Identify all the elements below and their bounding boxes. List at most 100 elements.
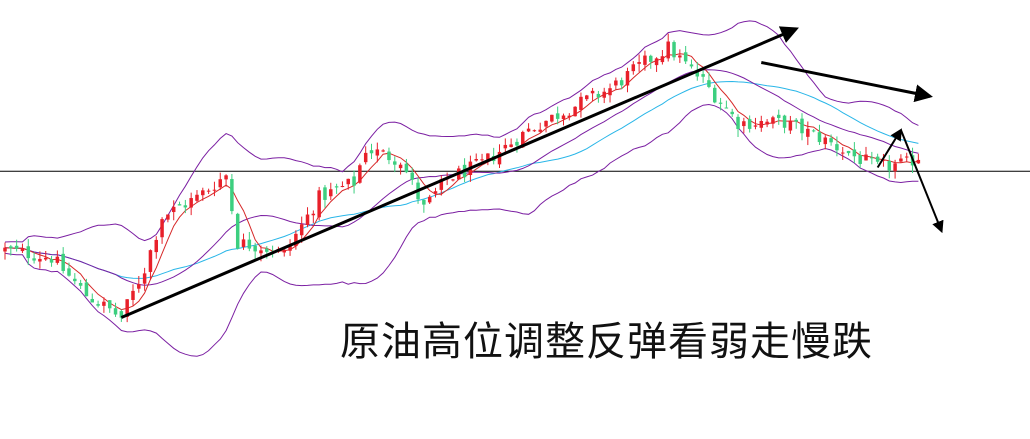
candle-body bbox=[602, 91, 606, 98]
candle-body bbox=[154, 239, 159, 253]
candle-body bbox=[742, 121, 746, 127]
candle-body bbox=[782, 115, 787, 128]
candle-body bbox=[433, 191, 438, 194]
candle-body bbox=[637, 62, 641, 64]
candle-body bbox=[212, 189, 217, 191]
candle-body bbox=[119, 311, 124, 318]
candle-body bbox=[73, 278, 77, 282]
candle-body bbox=[579, 96, 583, 110]
candle-body bbox=[230, 179, 234, 212]
candle-body bbox=[811, 130, 816, 132]
candle-body bbox=[305, 214, 310, 226]
candle-body bbox=[753, 125, 758, 127]
candle-body bbox=[294, 233, 298, 247]
candle-body bbox=[32, 258, 36, 261]
candle-body bbox=[660, 56, 665, 63]
candle-body bbox=[427, 196, 432, 203]
candle-body bbox=[765, 121, 769, 125]
candle-body bbox=[142, 273, 147, 284]
candle-body bbox=[567, 115, 572, 118]
candle-body bbox=[474, 159, 478, 161]
candle-body bbox=[387, 151, 391, 161]
candle-body bbox=[451, 179, 455, 181]
candle-body bbox=[887, 160, 892, 171]
candle-body bbox=[724, 107, 729, 109]
candle-body bbox=[654, 58, 659, 66]
candle-body bbox=[352, 176, 356, 186]
candle-body bbox=[829, 138, 833, 143]
candle-body bbox=[823, 137, 828, 145]
candle-body bbox=[393, 161, 397, 165]
candle-body bbox=[247, 239, 252, 249]
candle-body bbox=[125, 299, 129, 317]
candle-body bbox=[486, 153, 490, 160]
candle-body bbox=[166, 214, 170, 220]
candle-body bbox=[84, 282, 89, 297]
candle-body bbox=[695, 69, 700, 77]
candle-body bbox=[3, 247, 7, 252]
candle-body bbox=[346, 178, 350, 185]
candle-body bbox=[550, 114, 554, 122]
candle-body bbox=[183, 205, 188, 208]
candle-body bbox=[206, 190, 211, 192]
candle-body bbox=[189, 198, 193, 208]
candle-body bbox=[747, 119, 752, 129]
candle-body bbox=[26, 246, 31, 259]
moving-average-short-line bbox=[4, 53, 919, 311]
trendline-ascending-support bbox=[120, 26, 799, 319]
projection-arrow-fall bbox=[899, 129, 944, 234]
candle-body bbox=[899, 158, 903, 162]
candle-body bbox=[299, 224, 304, 236]
candle-body bbox=[340, 186, 345, 188]
candle-body bbox=[497, 151, 502, 165]
candle-body bbox=[375, 149, 380, 156]
candle-body bbox=[631, 64, 636, 72]
candle-body bbox=[358, 165, 362, 183]
candle-body bbox=[608, 88, 612, 96]
candle-body bbox=[14, 245, 19, 249]
candle-body bbox=[369, 150, 374, 154]
trendline-descending-resistance bbox=[760, 61, 933, 103]
candle-body bbox=[137, 284, 141, 289]
candle-body bbox=[718, 102, 723, 104]
candle-body bbox=[503, 144, 508, 149]
candle-body bbox=[410, 172, 414, 180]
candle-body bbox=[858, 155, 862, 164]
candle-body bbox=[532, 130, 537, 132]
candle-body bbox=[521, 131, 525, 148]
candle-body bbox=[707, 80, 711, 87]
candle-body bbox=[480, 159, 484, 161]
candle-body bbox=[38, 258, 42, 262]
candle-body bbox=[852, 149, 857, 157]
candle-body bbox=[422, 199, 426, 205]
candle-body bbox=[398, 164, 403, 169]
candle-body bbox=[131, 290, 135, 300]
candle-body bbox=[526, 128, 531, 132]
candle-body bbox=[61, 253, 65, 271]
candle-body bbox=[672, 42, 676, 58]
candle-body bbox=[381, 150, 385, 152]
candle-body bbox=[171, 206, 176, 213]
candle-body bbox=[67, 268, 71, 276]
candle-body bbox=[107, 300, 112, 309]
candle-body bbox=[282, 249, 286, 253]
candle-body bbox=[759, 120, 764, 128]
candle-body bbox=[840, 152, 845, 154]
candle-body bbox=[218, 179, 222, 188]
projection-arrow-rebound bbox=[876, 128, 902, 169]
candle-body bbox=[439, 179, 444, 190]
candle-body bbox=[259, 250, 263, 254]
candle-body bbox=[585, 95, 589, 100]
candle-body bbox=[241, 239, 246, 247]
candle-body bbox=[614, 80, 618, 86]
candle-body bbox=[20, 248, 25, 252]
candle-body bbox=[515, 141, 519, 146]
candle-body bbox=[736, 116, 740, 129]
candle-body bbox=[201, 190, 205, 196]
candle-body bbox=[78, 283, 83, 286]
candle-body bbox=[235, 213, 240, 249]
candle-body bbox=[288, 244, 292, 251]
candle-body bbox=[806, 128, 810, 137]
